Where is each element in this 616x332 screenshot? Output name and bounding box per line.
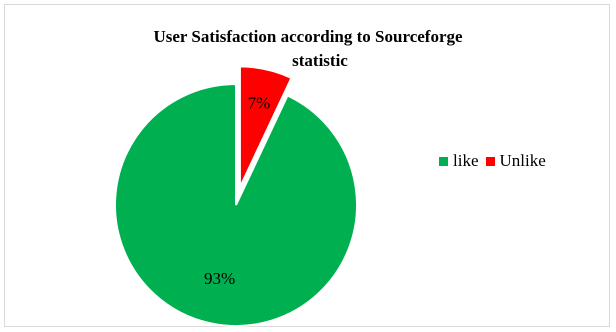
- pie-slice-unlike: [238, 65, 293, 188]
- legend: like Unlike: [439, 151, 553, 171]
- chart-title: User Satisfaction according to Sourcefor…: [0, 25, 616, 73]
- pie-slice-like: [114, 82, 358, 327]
- legend-label-like: like: [453, 151, 479, 170]
- data-label-unlike: 7%: [248, 93, 271, 112]
- chart-title-line-2: statistic: [292, 51, 348, 70]
- chart-title-line-1: User Satisfaction according to Sourcefor…: [153, 27, 463, 46]
- data-label-like: 93%: [204, 269, 235, 288]
- legend-item-unlike: Unlike: [485, 151, 546, 171]
- legend-item-like: like: [439, 151, 479, 171]
- legend-label-unlike: Unlike: [499, 151, 546, 170]
- legend-swatch-like: [439, 156, 448, 166]
- legend-swatch-unlike: [485, 156, 495, 166]
